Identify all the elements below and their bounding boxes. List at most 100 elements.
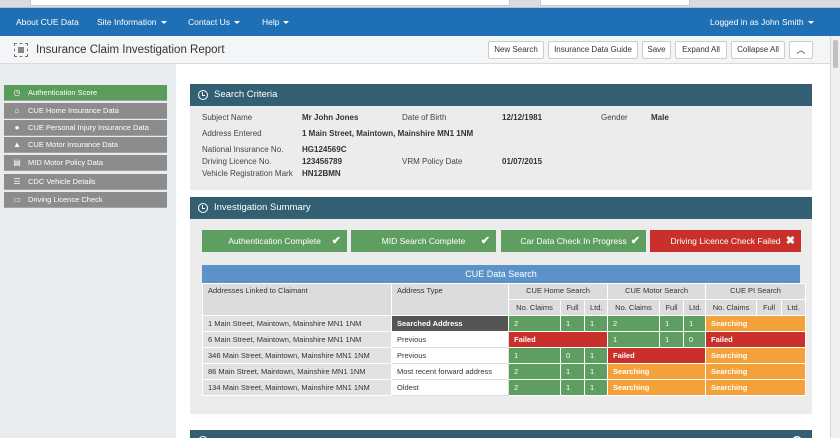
nav-contact-us-label: Contact Us bbox=[188, 17, 231, 27]
browser-search-box[interactable] bbox=[540, 0, 690, 6]
address-type-cell: Oldest bbox=[391, 379, 509, 396]
home-claims-cell: 2 bbox=[508, 315, 561, 332]
nav-site-information[interactable]: Site Information bbox=[97, 17, 167, 27]
scrollbar-thumb[interactable] bbox=[833, 40, 838, 68]
address-cell: 346 Main Street, Maintown, Mainshire MN1… bbox=[202, 347, 392, 364]
gender-label: Gender bbox=[601, 113, 628, 122]
home-full-cell: 0 bbox=[560, 347, 585, 364]
nav-help[interactable]: Help bbox=[262, 17, 290, 27]
home-ltd-cell: 1 bbox=[583, 347, 609, 364]
page-title: Insurance Claim Investigation Report bbox=[36, 44, 225, 56]
sidebar-item-cue-personal-injury[interactable]: ● CUE Personal Injury Insurance Data bbox=[4, 120, 167, 136]
collapse-up-button[interactable]: ︿ bbox=[789, 41, 813, 59]
user-menu[interactable]: Logged in as John Smith bbox=[710, 17, 814, 27]
sidebar-item-label: CUE Personal Injury Insurance Data bbox=[28, 123, 149, 132]
dob-label: Date of Birth bbox=[402, 113, 447, 122]
gender-value: Male bbox=[651, 113, 669, 122]
address-cell: 86 Main Street, Maintown, Mainshire MN1 … bbox=[202, 363, 392, 380]
address-cell: 1 Main Street, Maintown, Mainshire MN1 1… bbox=[202, 315, 392, 332]
sub-header-claims: No. Claims bbox=[607, 299, 661, 316]
address-cell: 134 Main Street, Maintown, Mainshire MN1… bbox=[202, 379, 392, 396]
status-driving-licence[interactable]: Driving Licence Check Failed ✖ bbox=[650, 230, 801, 252]
search-criteria-title: Search Criteria bbox=[214, 89, 278, 100]
sub-header-ltd: Ltd. bbox=[583, 299, 609, 316]
next-section-header[interactable]: i bbox=[190, 430, 812, 438]
table-row[interactable]: 346 Main Street, Maintown, Mainshire MN1… bbox=[202, 347, 807, 364]
page-scrollbar[interactable] bbox=[830, 36, 840, 438]
address-bar[interactable] bbox=[30, 0, 510, 6]
home-claims-cell: 1 bbox=[508, 347, 561, 364]
ni-number-label: National Insurance No. bbox=[202, 145, 284, 154]
address-type-cell: Previous bbox=[391, 347, 509, 364]
motor-ltd-cell: 1 bbox=[683, 315, 707, 332]
pi-status-cell: Searching bbox=[705, 379, 807, 396]
sidebar-item-driving-licence[interactable]: ▭ Driving Licence Check bbox=[4, 192, 167, 208]
sub-header-ltd: Ltd. bbox=[683, 299, 707, 316]
nav-site-information-label: Site Information bbox=[97, 17, 157, 27]
home-icon: ⌂ bbox=[14, 106, 20, 115]
expand-all-button[interactable]: Expand All bbox=[675, 41, 727, 59]
vrm-policy-date-label: VRM Policy Date bbox=[402, 157, 463, 166]
sidebar-item-cue-motor[interactable]: ▲ CUE Motor Insurance Data bbox=[4, 137, 167, 153]
sidebar-item-label: MID Motor Policy Data bbox=[28, 158, 104, 167]
table-row[interactable]: 86 Main Street, Maintown, Mainshire MN1 … bbox=[202, 363, 807, 380]
col-header-type: Address Type bbox=[391, 283, 509, 316]
sub-header-full: Full bbox=[560, 299, 585, 316]
motor-ltd-cell: 0 bbox=[683, 331, 707, 348]
check-icon: ✔ bbox=[480, 235, 490, 247]
col-header-home: CUE Home Search bbox=[507, 283, 609, 300]
info-icon[interactable]: i bbox=[792, 436, 802, 438]
status-car-data-check[interactable]: Car Data Check In Progress ✔ bbox=[501, 230, 646, 252]
clock-icon: ◷ bbox=[13, 88, 21, 97]
sub-header-claims: No. Claims bbox=[705, 299, 758, 316]
sidebar-item-mid-motor-policy[interactable]: ▤ MID Motor Policy Data bbox=[4, 155, 167, 171]
status-label: MID Search Complete bbox=[381, 236, 466, 246]
user-menu-label: Logged in as John Smith bbox=[710, 17, 804, 27]
licence-number-label: Driving Licence No. bbox=[202, 157, 272, 166]
subject-name-value: Mr John Jones bbox=[302, 113, 359, 122]
pi-status-cell: Searching bbox=[705, 315, 807, 332]
chevron-down-icon bbox=[234, 21, 241, 25]
check-icon: ✔ bbox=[630, 235, 640, 247]
nav-about[interactable]: About CUE Data bbox=[16, 17, 79, 27]
sub-header-full: Full bbox=[659, 299, 685, 316]
table-row[interactable]: 1 Main Street, Maintown, Mainshire MN1 1… bbox=[202, 315, 807, 332]
table-row[interactable]: 134 Main Street, Maintown, Mainshire MN1… bbox=[202, 379, 807, 396]
browser-toolbar bbox=[0, 0, 840, 8]
nav-contact-us[interactable]: Contact Us bbox=[188, 17, 241, 27]
sub-header-full: Full bbox=[756, 299, 783, 316]
pi-status-cell: Failed bbox=[705, 331, 807, 348]
table-row[interactable]: 6 Main Street, Maintown, Mainshire MN1 1… bbox=[202, 331, 807, 348]
address-cell: 6 Main Street, Maintown, Mainshire MN1 1… bbox=[202, 331, 392, 348]
nav-help-label: Help bbox=[262, 17, 280, 27]
investigation-summary-header[interactable]: Investigation Summary bbox=[190, 197, 812, 219]
col-header-pi: CUE PI Search bbox=[705, 283, 807, 300]
motor-full-cell: 1 bbox=[659, 331, 685, 348]
address-type-cell: Most recent forward address bbox=[391, 363, 509, 380]
sidebar-item-cdc-vehicle[interactable]: ☰ CDC Vehicle Details bbox=[4, 174, 167, 190]
address-entered-value: 1 Main Street, Maintown, Mainshire MN1 1… bbox=[302, 129, 474, 138]
main-content: Search Criteria Subject Name Mr John Jon… bbox=[176, 64, 830, 438]
new-search-button[interactable]: New Search bbox=[488, 41, 544, 59]
chevron-up-icon: ︿ bbox=[796, 45, 806, 55]
search-criteria-header[interactable]: Search Criteria bbox=[190, 84, 812, 106]
licence-number-value: 123456789 bbox=[302, 157, 343, 166]
cue-data-table: Addresses Linked to Claimant Address Typ… bbox=[202, 283, 807, 396]
motor-claims-cell: 1 bbox=[607, 331, 661, 348]
close-icon: ✖ bbox=[785, 235, 795, 247]
status-authentication[interactable]: Authentication Complete ✔ bbox=[202, 230, 347, 252]
save-button[interactable]: Save bbox=[642, 41, 671, 59]
search-criteria-body bbox=[190, 106, 812, 190]
vehicle-registration-label: Vehicle Registration Mark bbox=[202, 169, 293, 178]
clock-icon bbox=[198, 90, 208, 100]
motor-status-cell: Searching bbox=[607, 379, 707, 396]
subject-name-label: Subject Name bbox=[202, 113, 253, 122]
insurance-data-guide-button[interactable]: Insurance Data Guide bbox=[548, 41, 638, 59]
status-label: Authentication Complete bbox=[228, 236, 321, 246]
collapse-all-button[interactable]: Collapse All bbox=[731, 41, 785, 59]
page-header: Insurance Claim Investigation Report New… bbox=[0, 36, 830, 64]
sidebar-item-authentication-score[interactable]: ◷ Authentication Score bbox=[4, 85, 167, 101]
sidebar-item-cue-home[interactable]: ⌂ CUE Home Insurance Data bbox=[4, 103, 167, 119]
status-mid-search[interactable]: MID Search Complete ✔ bbox=[351, 230, 496, 252]
home-ltd-cell: 1 bbox=[583, 379, 609, 396]
